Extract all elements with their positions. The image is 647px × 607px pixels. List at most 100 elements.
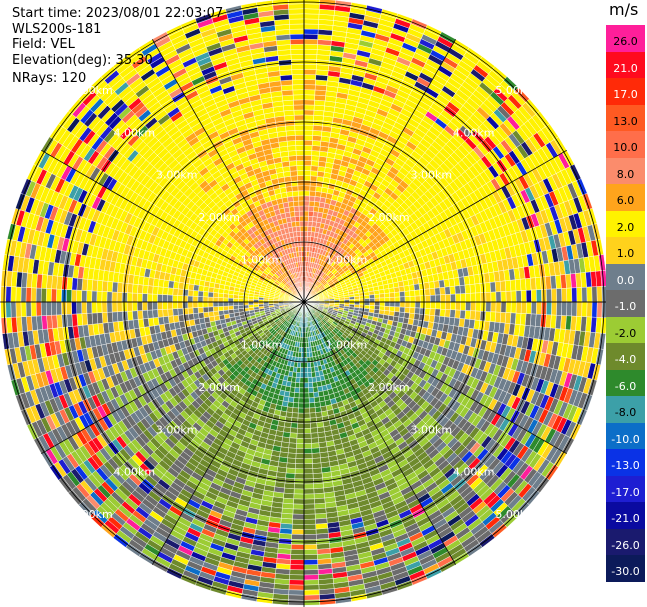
velocity-gate bbox=[289, 569, 305, 576]
velocity-gate bbox=[303, 54, 318, 60]
velocity-gate bbox=[297, 412, 305, 419]
velocity-gate bbox=[311, 452, 321, 459]
velocity-gate bbox=[303, 448, 313, 454]
velocity-gate bbox=[303, 433, 312, 439]
velocity-gate bbox=[293, 493, 305, 500]
velocity-gate bbox=[399, 291, 406, 298]
velocity-gate bbox=[434, 287, 441, 296]
velocity-gate bbox=[430, 301, 436, 310]
velocity-gate bbox=[303, 503, 316, 510]
velocity-gate bbox=[303, 372, 309, 379]
velocity-gate bbox=[303, 220, 309, 227]
velocity-gate bbox=[296, 433, 305, 439]
velocity-gate bbox=[409, 307, 416, 314]
velocity-gate bbox=[489, 281, 497, 293]
velocity-gate bbox=[571, 301, 578, 317]
velocity-gate bbox=[455, 293, 461, 303]
velocity-gate bbox=[300, 367, 305, 373]
velocity-gate bbox=[287, 599, 305, 606]
velocity-gate bbox=[520, 290, 527, 303]
velocity-gate bbox=[293, 392, 300, 399]
velocity-gate bbox=[314, 191, 322, 198]
velocity-gate bbox=[373, 289, 380, 295]
velocity-gate bbox=[399, 301, 406, 308]
velocity-gate bbox=[303, 453, 313, 459]
velocity-gate bbox=[303, 382, 309, 389]
velocity-gate bbox=[303, 205, 310, 212]
velocity-gate bbox=[404, 290, 411, 297]
velocity-gate bbox=[303, 119, 314, 126]
velocity-gate bbox=[308, 215, 314, 222]
velocity-gate bbox=[403, 312, 410, 319]
velocity-gate bbox=[303, 33, 319, 40]
velocity-gate bbox=[303, 94, 316, 101]
velocity-gate bbox=[311, 442, 320, 449]
velocity-gate bbox=[414, 295, 421, 303]
velocity-gate bbox=[303, 109, 315, 116]
velocity-gate bbox=[464, 284, 471, 294]
velocity-gate bbox=[314, 406, 322, 413]
velocity-gate bbox=[290, 549, 305, 556]
velocity-gate bbox=[424, 288, 431, 296]
velocity-gate bbox=[469, 283, 476, 294]
velocity-gate bbox=[303, 150, 313, 156]
velocity-gate bbox=[292, 402, 299, 409]
velocity-gate bbox=[303, 529, 317, 535]
velocity-gate bbox=[310, 165, 319, 172]
velocity-gate bbox=[295, 453, 305, 459]
velocity-gate bbox=[311, 140, 322, 147]
velocity-gate bbox=[287, 401, 294, 408]
velocity-gate bbox=[295, 458, 305, 464]
velocity-gate bbox=[419, 295, 426, 303]
velocity-gate bbox=[475, 301, 482, 312]
velocity-gate bbox=[313, 396, 321, 403]
velocity-gate bbox=[349, 296, 355, 300]
velocity-gate bbox=[308, 397, 315, 404]
velocity-gate bbox=[445, 294, 451, 303]
velocity-gate bbox=[288, 589, 305, 596]
velocity-gate bbox=[306, 362, 312, 368]
velocity-gate bbox=[484, 282, 492, 293]
velocity-gate bbox=[454, 285, 461, 295]
velocity-gate bbox=[303, 89, 316, 96]
velocity-gate bbox=[290, 554, 305, 561]
velocity-gate bbox=[303, 64, 317, 70]
velocity-gate bbox=[581, 286, 588, 303]
velocity-gate bbox=[460, 301, 466, 311]
velocity-gate bbox=[444, 286, 451, 295]
velocity-gate bbox=[293, 498, 305, 505]
velocity-gate bbox=[586, 301, 593, 318]
velocity-gate bbox=[285, 467, 296, 474]
velocity-gate bbox=[404, 301, 411, 308]
velocity-gate bbox=[299, 372, 305, 379]
velocity-gate bbox=[303, 38, 318, 45]
velocity-gate bbox=[450, 301, 456, 311]
velocity-gate bbox=[424, 301, 431, 309]
velocity-gate bbox=[303, 160, 312, 166]
velocity-gate bbox=[288, 594, 305, 601]
velocity-gate bbox=[596, 286, 603, 303]
velocity-gate bbox=[303, 175, 311, 182]
velocity-gate bbox=[309, 412, 317, 419]
velocity-gate bbox=[440, 294, 446, 303]
velocity-gate bbox=[293, 488, 305, 495]
velocity-gate bbox=[303, 407, 311, 414]
velocity-gate bbox=[454, 309, 461, 319]
velocity-gate bbox=[303, 145, 313, 151]
velocity-gate bbox=[289, 574, 305, 581]
velocity-gate bbox=[303, 13, 320, 20]
velocity-gate bbox=[459, 309, 466, 320]
velocity-gate bbox=[399, 306, 406, 313]
velocity-gate bbox=[312, 472, 323, 479]
velocity-gate bbox=[296, 428, 305, 434]
velocity-gate bbox=[303, 534, 317, 540]
velocity-gate bbox=[287, 396, 295, 403]
velocity-gate bbox=[303, 69, 317, 75]
velocity-gate bbox=[500, 291, 507, 303]
velocity-gate bbox=[596, 301, 603, 318]
velocity-gate bbox=[435, 301, 441, 310]
velocity-gate bbox=[409, 295, 416, 303]
velocity-gate bbox=[470, 292, 477, 303]
velocity-gate bbox=[292, 513, 305, 520]
velocity-gate bbox=[303, 498, 315, 505]
